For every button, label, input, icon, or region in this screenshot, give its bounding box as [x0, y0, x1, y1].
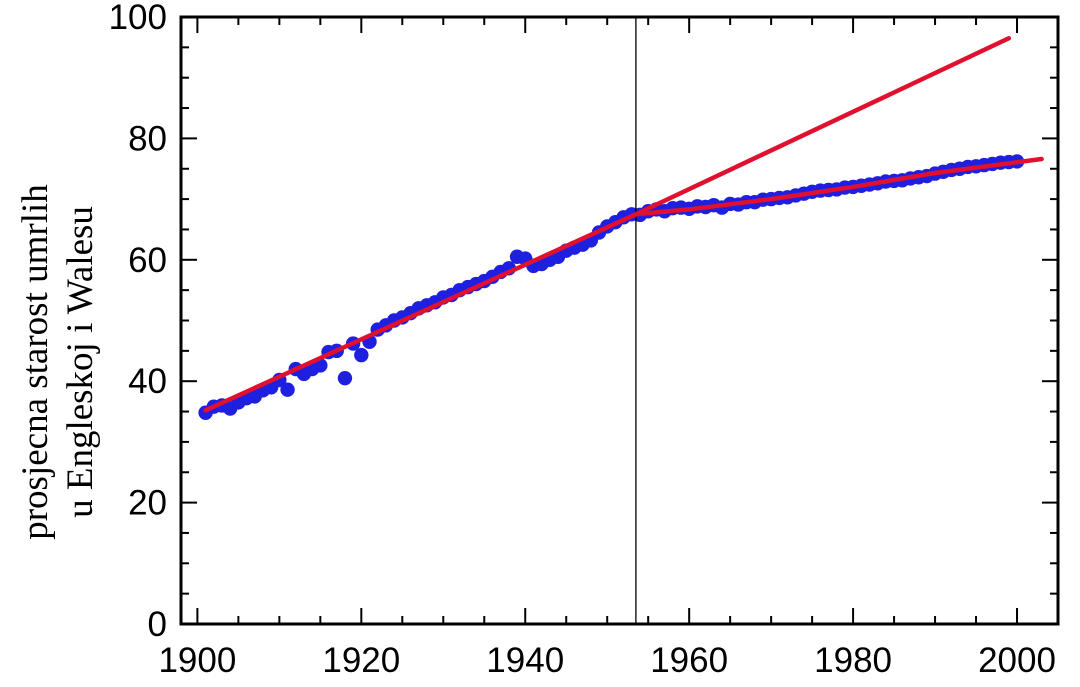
y-tick-label: 0 [148, 605, 167, 644]
y-tick-label: 20 [128, 484, 167, 523]
plot-frame [179, 15, 1060, 626]
data-point [354, 347, 369, 363]
y-tick-label: 40 [128, 362, 167, 401]
y-tick-label: 80 [128, 119, 167, 158]
x-tick-label: 1980 [814, 641, 892, 680]
x-tick-label: 1960 [650, 641, 728, 680]
fit-line-late [633, 156, 1044, 217]
data-point [280, 382, 295, 397]
data-layer [198, 154, 1025, 420]
fit-line-early [203, 212, 639, 413]
ticks [181, 16, 1059, 625]
y-tick-label: 60 [128, 241, 167, 280]
extrapolation-line [633, 36, 1012, 217]
y-axis-label-line-2: u Engleskoj i Walesu [60, 206, 101, 518]
x-tick-label: 1920 [322, 641, 400, 680]
y-axis-label-line-1: prosjecna starost umrlih [15, 184, 56, 540]
x-tick-label: 2000 [978, 641, 1056, 680]
axes [179, 15, 1060, 626]
x-tick-label: 1940 [486, 641, 564, 680]
y-tick-label: 100 [109, 0, 167, 37]
x-tick-label: 1900 [158, 641, 236, 680]
line-layer [203, 17, 1044, 624]
tick-labels: 1900 1920 1940 1960 1980 2000 0 20 40 60 80 100 [109, 0, 1056, 680]
data-point [337, 370, 353, 386]
